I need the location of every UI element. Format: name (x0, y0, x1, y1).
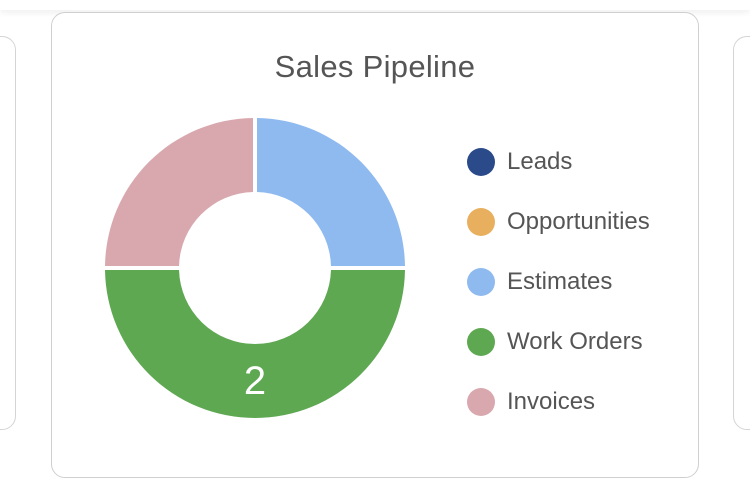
previous-card[interactable] (0, 36, 16, 430)
legend-label: Opportunities (507, 208, 650, 235)
legend-label: Leads (507, 148, 573, 175)
legend-swatch (467, 148, 495, 176)
donut-slice-estimates[interactable] (256, 118, 405, 267)
sales-pipeline-card[interactable]: Sales Pipeline 2 Leads Opportunities Estim… (51, 12, 699, 478)
donut-slice-work-orders[interactable] (105, 269, 405, 418)
legend-item-work-orders[interactable]: Work Orders (467, 312, 650, 372)
legend-item-opportunities[interactable]: Opportunities (467, 192, 650, 252)
legend-label: Work Orders (507, 328, 643, 355)
donut-slice-invoices[interactable] (105, 118, 254, 267)
legend-label: Estimates (507, 268, 613, 295)
legend-swatch (467, 388, 495, 416)
chart-legend: Leads Opportunities Estimates Work Orders In… (467, 132, 650, 432)
legend-label: Invoices (507, 388, 596, 415)
legend-swatch (467, 208, 495, 236)
legend-swatch (467, 268, 495, 296)
legend-item-invoices[interactable]: Invoices (467, 372, 650, 432)
donut-chart[interactable]: 2 (102, 115, 408, 421)
chart-title: Sales Pipeline (274, 49, 476, 84)
top-edge (0, 0, 750, 10)
legend-item-estimates[interactable]: Estimates (467, 252, 650, 312)
slice-value-label: 2 (244, 359, 266, 403)
next-card[interactable] (733, 36, 750, 430)
legend-item-leads[interactable]: Leads (467, 132, 650, 192)
legend-swatch (467, 328, 495, 356)
